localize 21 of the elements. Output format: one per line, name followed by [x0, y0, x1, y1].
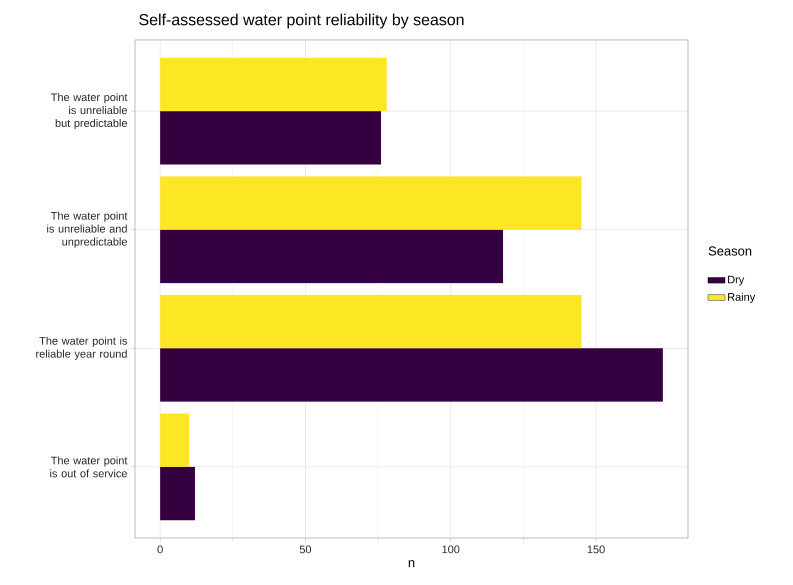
x-tick-label: 150	[588, 546, 605, 554]
legend-title: Season	[708, 246, 752, 256]
bar	[160, 176, 582, 230]
bar	[160, 58, 387, 112]
bar	[160, 294, 582, 348]
y-tick-label: The water point is reliable year round	[36, 336, 128, 360]
x-axis-title: n	[408, 560, 414, 568]
x-tick-label: 50	[300, 546, 312, 554]
y-tick-label: The water point is unreliable and unpredictable	[47, 212, 128, 248]
x-tick-label: 100	[442, 546, 460, 554]
chart-title: Self-assessed water point reliability by season	[139, 14, 464, 28]
bar	[160, 230, 504, 284]
y-tick-label: The water point is out of service	[50, 456, 128, 478]
y-tick-label: The water point is unreliable but predictable	[50, 93, 128, 130]
bar	[160, 111, 381, 164]
bar	[160, 348, 663, 402]
bar	[160, 466, 196, 520]
x-tick-label: 0	[158, 546, 163, 554]
bar	[160, 413, 190, 467]
legend-label: Dry	[728, 276, 744, 286]
legend-label: Rainy	[728, 292, 756, 303]
